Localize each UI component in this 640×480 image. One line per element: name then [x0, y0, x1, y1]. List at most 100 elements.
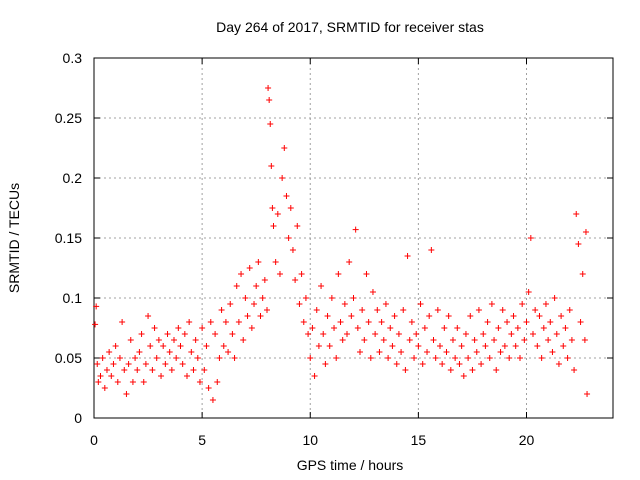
data-point	[428, 247, 435, 253]
data-point	[545, 337, 552, 343]
data-point	[106, 349, 113, 355]
data-point	[478, 361, 485, 367]
x-tick-label: 20	[519, 432, 535, 448]
data-point	[443, 349, 450, 355]
data-point	[186, 319, 193, 325]
data-point	[352, 226, 359, 233]
data-point	[493, 367, 500, 373]
data-point	[134, 367, 141, 373]
data-point	[94, 361, 101, 367]
data-point	[406, 337, 413, 343]
data-point	[391, 313, 398, 319]
data-point	[542, 301, 549, 307]
data-point	[95, 379, 102, 385]
data-point	[491, 337, 498, 343]
data-point	[276, 271, 283, 277]
data-point	[324, 313, 331, 319]
data-point	[538, 355, 545, 361]
data-point	[136, 349, 143, 355]
data-point	[523, 319, 530, 325]
data-point	[322, 361, 329, 367]
data-point	[534, 343, 541, 349]
data-point	[529, 331, 536, 337]
data-point	[471, 337, 478, 343]
data-point	[267, 121, 274, 127]
data-point	[168, 367, 175, 373]
data-point	[222, 319, 229, 325]
data-point	[177, 343, 184, 349]
data-point	[482, 343, 489, 349]
data-point	[188, 349, 195, 355]
data-point	[560, 343, 567, 349]
data-point	[309, 325, 316, 331]
data-point	[155, 337, 162, 343]
data-point	[547, 319, 554, 325]
data-point	[313, 307, 320, 313]
data-point	[145, 313, 152, 319]
data-point	[229, 331, 236, 337]
data-point	[553, 331, 560, 337]
data-point	[417, 301, 424, 307]
data-point	[467, 313, 474, 319]
data-point	[361, 337, 368, 343]
data-point	[344, 331, 351, 337]
data-point	[205, 385, 212, 391]
data-point	[119, 319, 126, 325]
data-point	[426, 313, 433, 319]
data-point	[238, 271, 245, 277]
data-point	[196, 379, 203, 385]
data-point	[555, 361, 562, 367]
data-point	[285, 235, 292, 241]
data-point	[480, 331, 487, 337]
data-point	[378, 319, 385, 325]
data-point	[287, 205, 294, 211]
data-point	[318, 283, 325, 289]
data-point	[142, 361, 149, 367]
data-point	[549, 349, 556, 355]
data-point	[296, 301, 303, 307]
data-point	[348, 313, 355, 319]
data-point	[495, 325, 502, 331]
axis-ticks: 0 0.05 0.1 0.15 0.2 0.25 0.3 0 5 10 15 20	[55, 50, 613, 448]
y-tick-label: 0.15	[55, 230, 82, 246]
data-point	[255, 259, 262, 265]
data-point	[140, 379, 147, 385]
data-point	[568, 337, 575, 343]
data-point	[147, 343, 154, 349]
data-point	[497, 349, 504, 355]
data-point	[199, 325, 206, 331]
data-point	[514, 325, 521, 331]
data-point	[305, 331, 312, 337]
data-point	[575, 241, 582, 247]
data-point	[242, 295, 249, 301]
data-point	[244, 313, 251, 319]
data-point	[93, 303, 100, 310]
data-point	[512, 343, 519, 349]
data-point	[402, 367, 409, 373]
data-point	[266, 97, 273, 103]
data-point	[488, 301, 495, 307]
data-point	[385, 355, 392, 361]
y-tick-label: 0.1	[63, 290, 83, 306]
y-tick-label: 0.25	[55, 110, 82, 126]
data-point	[339, 337, 346, 343]
data-point	[97, 373, 104, 379]
x-tick-label: 5	[198, 432, 206, 448]
data-point	[166, 349, 173, 355]
data-point	[103, 367, 110, 373]
data-point	[151, 325, 158, 331]
data-point	[127, 337, 134, 343]
data-point	[350, 295, 357, 301]
data-point	[220, 343, 227, 349]
data-point	[257, 313, 264, 319]
data-point	[525, 289, 532, 295]
data-point	[162, 361, 169, 367]
data-point	[269, 205, 276, 211]
data-point	[380, 337, 387, 343]
data-point	[510, 313, 517, 319]
data-point	[354, 325, 361, 331]
data-point	[331, 325, 338, 331]
data-point	[125, 361, 132, 367]
data-point	[335, 271, 342, 277]
